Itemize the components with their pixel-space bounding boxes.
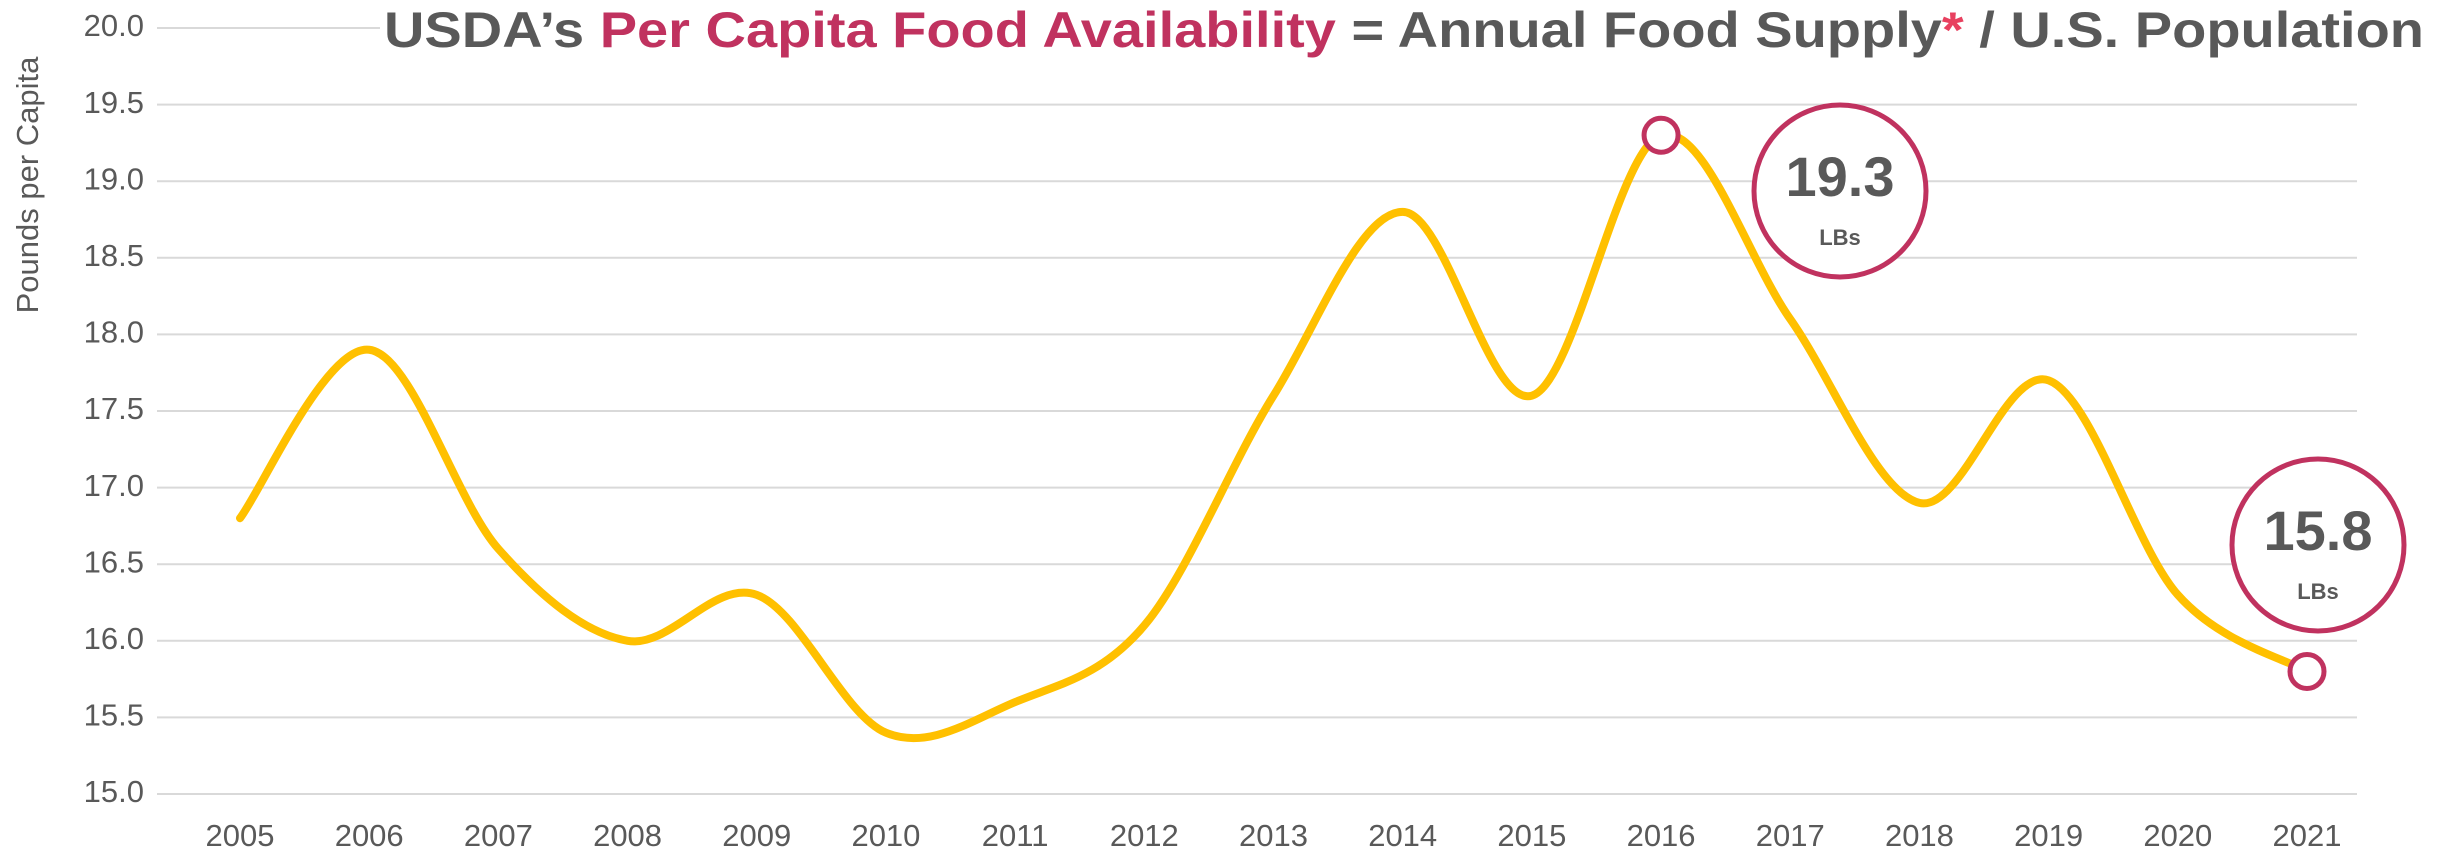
callout-value: 15.8	[2264, 499, 2373, 562]
title-part: *	[1942, 2, 1964, 58]
y-tick-label: 19.0	[84, 161, 144, 196]
callout-circle	[2229, 456, 2407, 634]
x-tick-label: 2005	[206, 818, 275, 853]
x-tick-label: 2014	[1368, 818, 1437, 853]
x-tick-label: 2018	[1885, 818, 1954, 853]
title-backdrop	[380, 0, 2443, 70]
callout-value: 19.3	[1786, 145, 1895, 208]
x-tick-label: 2021	[2273, 818, 2342, 853]
title-part: = Annual Food Supply	[1336, 2, 1942, 58]
x-tick-label: 2009	[722, 818, 791, 853]
x-tick-label: 2010	[851, 818, 920, 853]
x-tick-label: 2012	[1110, 818, 1179, 853]
callout-unit: LBs	[2297, 579, 2339, 604]
x-tick-label: 2006	[335, 818, 404, 853]
callout-circle	[1751, 102, 1929, 280]
x-tick-label: 2008	[593, 818, 662, 853]
x-tick-label: 2007	[464, 818, 533, 853]
title-part: / U.S. Population	[1964, 2, 2424, 58]
y-tick-label: 19.5	[84, 85, 144, 120]
title-part: USDA’s	[384, 2, 600, 58]
callout-unit: LBs	[1819, 225, 1861, 250]
y-tick-label: 17.5	[84, 391, 144, 426]
y-tick-label: 17.0	[84, 468, 144, 503]
grid	[157, 27, 2357, 795]
y-axis-label: Pounds per Capita	[10, 56, 45, 314]
y-tick-label: 16.5	[84, 544, 144, 579]
y-tick-label: 15.5	[84, 698, 144, 733]
x-tick-label: 2017	[1756, 818, 1825, 853]
chart-title: USDA’s Per Capita Food Availability = An…	[384, 2, 2424, 58]
y-tick-label: 20.0	[84, 8, 144, 43]
title-part: Per Capita Food Availability	[600, 2, 1336, 58]
y-tick-label: 18.5	[84, 238, 144, 273]
highlight-marker	[2287, 651, 2327, 691]
highlight-marker	[1641, 115, 1681, 155]
data-line	[236, 130, 2311, 743]
y-tick-label: 16.0	[84, 621, 144, 656]
x-tick-label: 2016	[1627, 818, 1696, 853]
x-tick-label: 2011	[982, 818, 1049, 853]
x-tick-label: 2015	[1497, 818, 1566, 853]
x-tick-label: 2020	[2143, 818, 2212, 853]
y-tick-label: 18.0	[84, 315, 144, 350]
x-tick-label: 2013	[1239, 818, 1308, 853]
x-tick-label: 2019	[2014, 818, 2083, 853]
y-tick-label: 15.0	[84, 774, 144, 809]
